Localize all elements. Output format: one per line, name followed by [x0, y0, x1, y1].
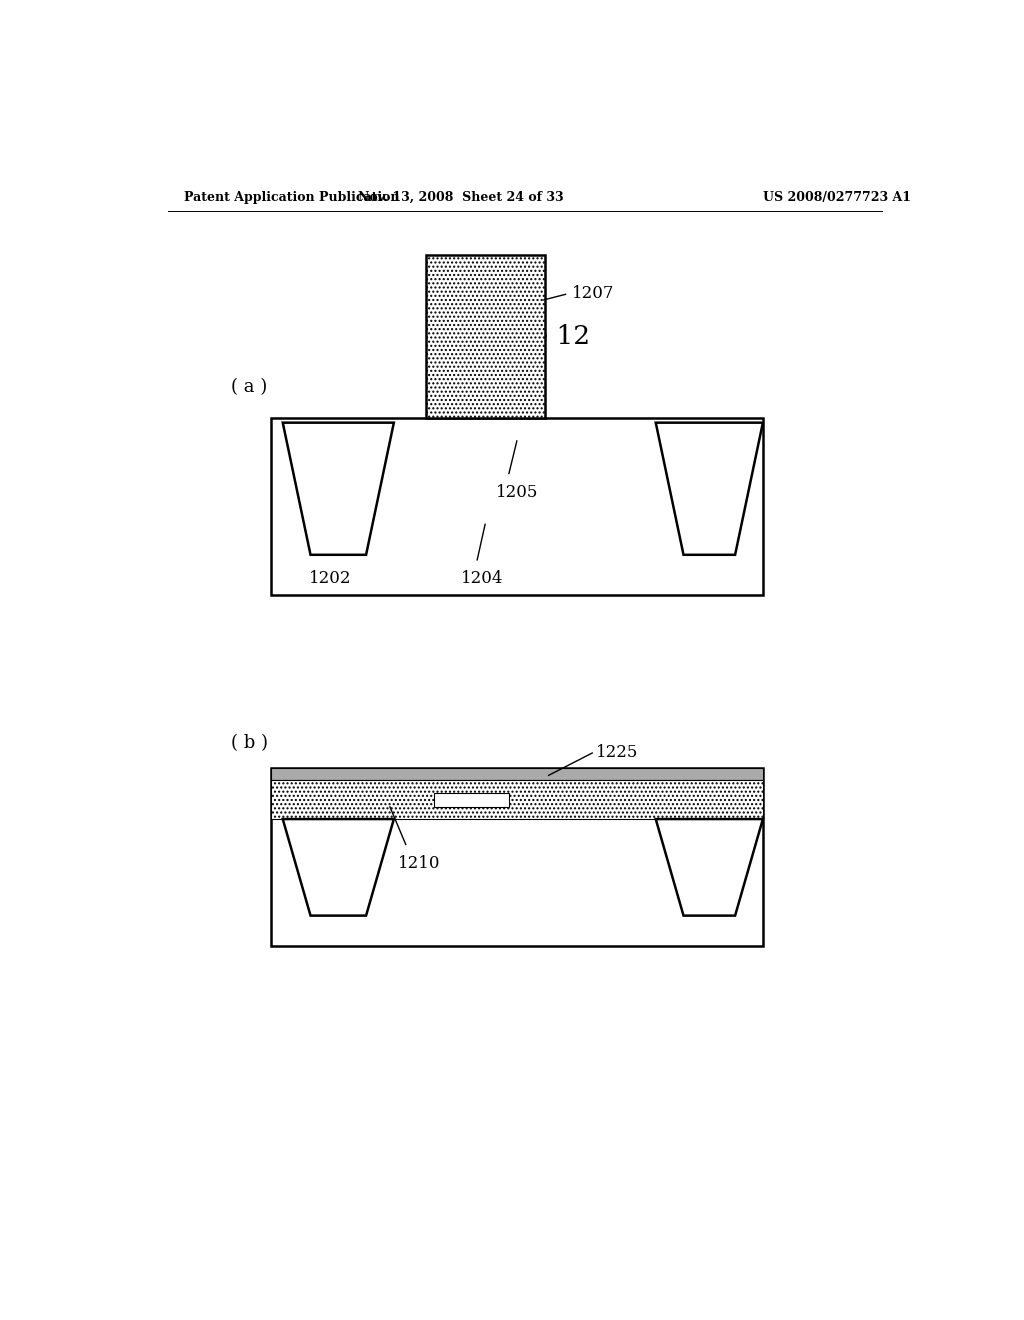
Bar	[270, 768, 763, 780]
Bar	[433, 792, 509, 807]
Text: 1207: 1207	[572, 285, 615, 302]
Text: Patent Application Publication: Patent Application Publication	[183, 190, 399, 203]
Text: 1210: 1210	[397, 854, 440, 871]
Text: ( b ): ( b )	[231, 734, 268, 752]
Bar	[270, 780, 763, 818]
Text: Figure 12: Figure 12	[459, 323, 591, 348]
Polygon shape	[283, 818, 394, 916]
Polygon shape	[655, 422, 763, 554]
Text: ( a ): ( a )	[231, 378, 267, 396]
Text: Nov. 13, 2008  Sheet 24 of 33: Nov. 13, 2008 Sheet 24 of 33	[358, 190, 564, 203]
Text: 1202: 1202	[309, 570, 351, 587]
Text: 1205: 1205	[496, 483, 538, 500]
Bar	[270, 417, 763, 595]
Text: 1225: 1225	[596, 744, 639, 762]
Bar	[426, 255, 545, 417]
Text: 1204: 1204	[461, 570, 504, 587]
Text: US 2008/0277723 A1: US 2008/0277723 A1	[763, 190, 911, 203]
Bar	[270, 768, 763, 946]
Polygon shape	[283, 422, 394, 554]
Polygon shape	[655, 818, 763, 916]
